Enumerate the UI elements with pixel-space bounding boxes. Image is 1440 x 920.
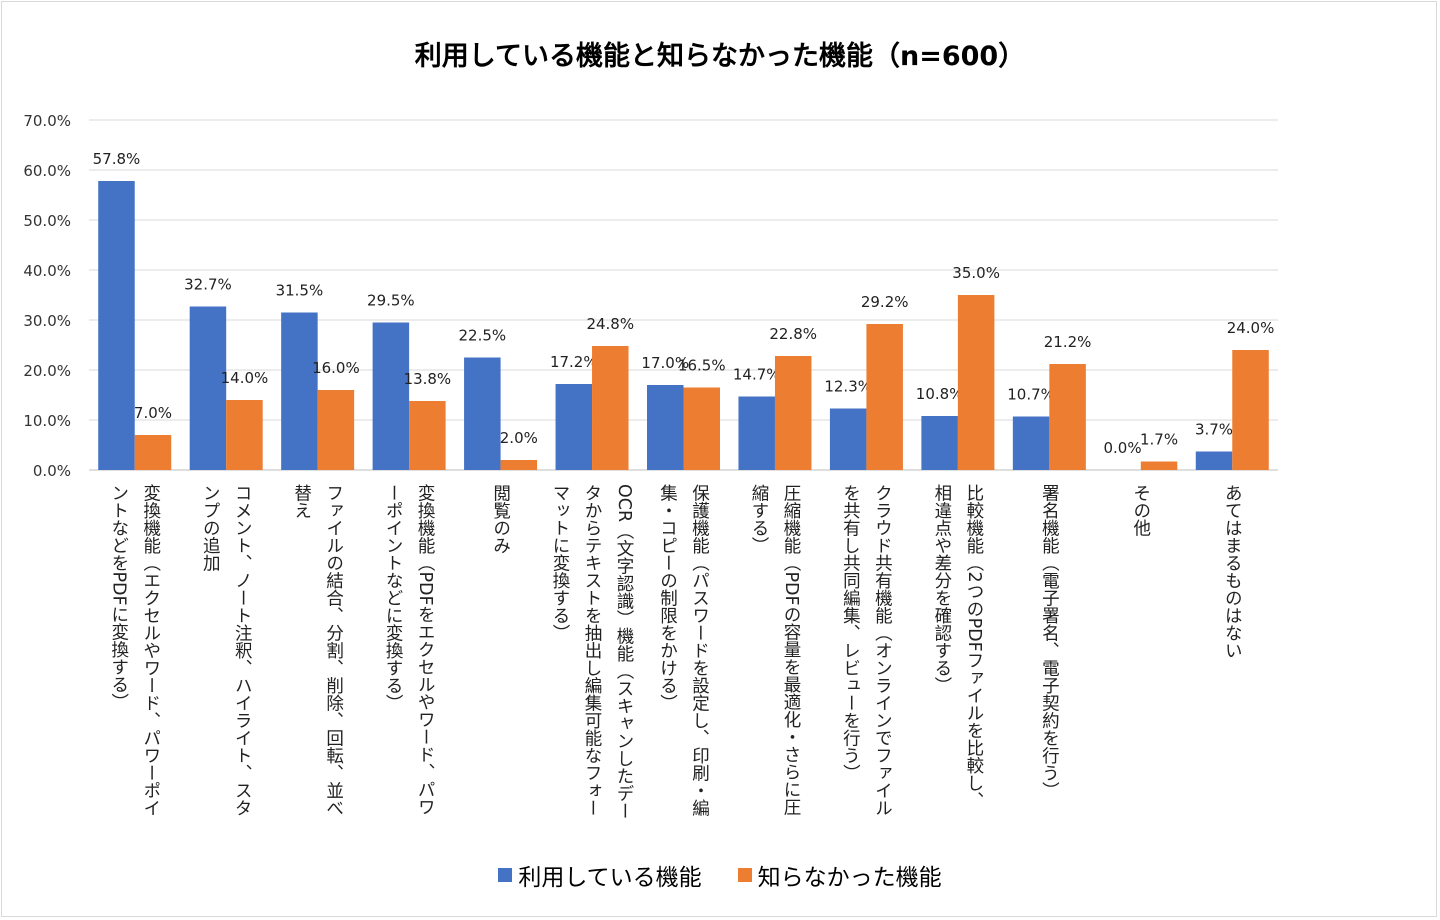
bar-unknown — [1140, 461, 1178, 470]
bar-unknown — [500, 460, 538, 470]
bar-unknown — [1049, 364, 1086, 470]
data-label: 2.0% — [500, 429, 538, 447]
category-label: 変換機能（エクセルやワード、パワーポイントなどをPDFに変換する） — [108, 484, 161, 817]
data-label: 35.0% — [952, 264, 1000, 282]
data-label: 14.0% — [221, 369, 269, 387]
legend-label-used: 利用している機能 — [518, 865, 702, 891]
category-label: 変換機能（PDFをエクセルやワード、パワーポイントなどに変換する） — [383, 484, 436, 816]
y-tick-label: 40.0% — [23, 262, 71, 280]
bar-used — [738, 396, 775, 470]
y-tick-label: 30.0% — [23, 312, 71, 330]
data-label: 17.0% — [641, 354, 689, 372]
bar-used — [555, 384, 593, 470]
bar-unknown — [317, 390, 355, 470]
category-label: 圧縮機能（PDFの容量を最適化・さらに圧縮する） — [748, 484, 801, 816]
chart-title: 利用している機能と知らなかった機能（n=600） — [414, 41, 1026, 72]
legend-swatch-used — [498, 868, 513, 882]
category-label: OCR（文字認識）機能（スキャンしたデータからテキストを抽出し編集可能なフォーマ… — [550, 484, 635, 820]
data-label: 12.3% — [824, 378, 872, 396]
category-label: 比較機能（2つのPDFファイルを比較し、相違点や差分を確認する） — [931, 484, 984, 810]
bar-used — [281, 312, 318, 470]
data-label: 17.2% — [550, 353, 598, 371]
y-tick-label: 50.0% — [23, 212, 71, 230]
data-label: 16.0% — [312, 359, 360, 377]
data-label: 31.5% — [276, 282, 324, 300]
data-label: 24.0% — [1227, 319, 1275, 337]
data-label: 3.7% — [1195, 421, 1233, 439]
category-label: 署名機能（電子署名、電子契約を行う） — [1039, 484, 1060, 799]
bar-unknown — [592, 346, 629, 470]
y-tick-label: 60.0% — [23, 162, 71, 180]
bar-used — [1195, 451, 1233, 470]
data-label: 10.7% — [1007, 386, 1055, 404]
bar-unknown — [957, 295, 995, 470]
data-label: 32.7% — [184, 276, 232, 294]
y-tick-label: 20.0% — [23, 362, 71, 380]
category-label: その他 — [1130, 484, 1151, 537]
bar-unknown — [866, 324, 903, 470]
category-label: 閲覧のみ — [490, 484, 511, 554]
data-label: 22.8% — [769, 325, 817, 343]
data-label: 1.7% — [1140, 431, 1178, 449]
legend-swatch-unknown — [737, 868, 752, 882]
category-label: クラウド共有機能（オンラインでファイルを共有し共同編集、レビューを行う） — [840, 484, 893, 817]
data-label: 13.8% — [404, 370, 452, 388]
y-tick-label: 10.0% — [23, 412, 71, 430]
category-label: あてはまるものはない — [1222, 484, 1243, 659]
bar-used — [829, 408, 867, 470]
bar-used — [647, 385, 684, 470]
data-label: 16.5% — [678, 357, 726, 375]
category-label: コメント、ノート注釈、ハイライト、スタンプの追加 — [200, 484, 253, 817]
legend-item-used: 利用している機能 — [498, 858, 702, 892]
legend-label-unknown: 知らなかった機能 — [757, 865, 942, 891]
data-label: 0.0% — [1104, 439, 1142, 457]
data-label: 10.8% — [916, 385, 964, 403]
bar-unknown — [134, 435, 172, 470]
bar-unknown — [226, 400, 263, 470]
bar-used — [1012, 416, 1050, 470]
data-label: 24.8% — [586, 315, 634, 333]
bar-used — [464, 357, 501, 470]
y-tick-label: 70.0% — [23, 112, 71, 130]
data-label: 21.2% — [1044, 333, 1092, 351]
category-label: ファイルの結合、分割、削除、回転、並べ替え — [291, 484, 344, 817]
bar-used — [189, 306, 227, 470]
data-label: 57.8% — [93, 150, 141, 168]
data-label: 7.0% — [134, 404, 172, 422]
category-label: 保護機能（パスワードを設定し、印刷・編集・コピーの制限をかける） — [657, 484, 710, 817]
y-tick-label: 0.0% — [33, 462, 71, 480]
data-label: 14.7% — [733, 366, 781, 384]
legend: 利用している機能 知らなかった機能 — [0, 858, 1440, 892]
data-label: 29.2% — [861, 293, 909, 311]
bar-used — [921, 416, 958, 470]
bar-unknown — [1232, 350, 1269, 470]
bar-used — [98, 181, 135, 470]
data-label: 22.5% — [458, 327, 506, 345]
legend-item-unknown: 知らなかった機能 — [737, 858, 942, 892]
bar-used — [372, 322, 410, 470]
bar-unknown — [774, 356, 812, 470]
bar-unknown — [683, 387, 720, 470]
data-label: 29.5% — [367, 292, 415, 310]
bar-unknown — [409, 401, 446, 470]
